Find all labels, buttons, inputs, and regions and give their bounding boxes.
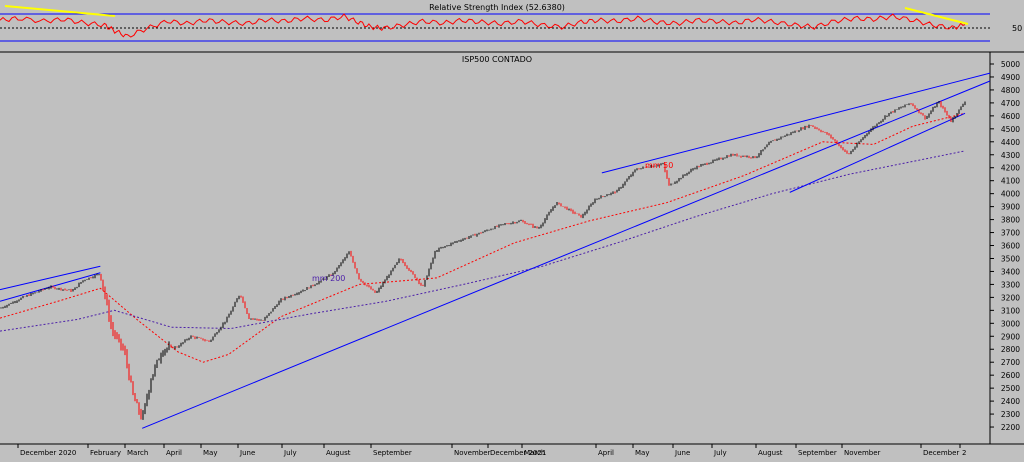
y-axis-ticks: 2200 2300 2400 2500 2600 2700 2800 2900 3000 3100… bbox=[990, 60, 1020, 432]
x-tick-label: April bbox=[598, 449, 614, 457]
trendlines bbox=[0, 72, 991, 429]
candlesticks bbox=[0, 100, 966, 420]
y-tick-label: 3500 bbox=[1001, 254, 1020, 263]
moving-averages bbox=[0, 112, 966, 363]
x-tick-label: November bbox=[844, 449, 881, 457]
trendline-4 bbox=[601, 79, 966, 174]
trendline-5 bbox=[789, 112, 966, 193]
trendline-2 bbox=[0, 265, 101, 291]
y-tick-label: 5000 bbox=[1001, 60, 1020, 69]
y-tick-label: 2500 bbox=[1001, 384, 1020, 393]
x-tick-label: September bbox=[373, 449, 412, 457]
rsi-divergence-left bbox=[4, 5, 116, 17]
y-tick-label: 2700 bbox=[1001, 358, 1020, 367]
x-tick-label: March bbox=[127, 449, 148, 457]
x-tick-label: November bbox=[454, 449, 491, 457]
y-tick-label: 3000 bbox=[1001, 319, 1020, 328]
y-tick-label: 4800 bbox=[1001, 86, 1020, 95]
x-tick-label: May bbox=[635, 449, 649, 457]
x-tick-label: March bbox=[524, 449, 545, 457]
y-tick-label: 4600 bbox=[1001, 112, 1020, 121]
x-tick-label: June bbox=[674, 449, 690, 457]
y-tick-label: 4400 bbox=[1001, 138, 1020, 147]
trendline-1-extension bbox=[964, 80, 991, 92]
y-tick-label: 3100 bbox=[1001, 306, 1020, 315]
trendline-1 bbox=[142, 90, 966, 429]
price-chart-title: ISP500 CONTADO bbox=[462, 55, 532, 64]
y-tick-label: 4100 bbox=[1001, 177, 1020, 186]
y-tick-label: 3800 bbox=[1001, 216, 1020, 225]
mm50-line bbox=[0, 112, 966, 363]
x-tick-label: August bbox=[326, 449, 351, 457]
y-tick-label: 4000 bbox=[1001, 190, 1020, 199]
rsi-title: Relative Strength Index (52.6380) bbox=[429, 3, 565, 12]
x-tick-label: June bbox=[239, 449, 255, 457]
x-tick-label: December bbox=[923, 449, 959, 457]
mm200-label: mm 200 bbox=[312, 274, 345, 283]
y-tick-label: 3600 bbox=[1001, 242, 1020, 251]
y-tick-label: 3300 bbox=[1001, 280, 1020, 289]
x-axis-ticks: December 2020 February March April May June Ju… bbox=[17, 444, 966, 457]
mm50-label: mm 50 bbox=[645, 161, 673, 170]
x-tick-label: December 2020 bbox=[20, 449, 76, 457]
x-tick-label: August bbox=[758, 449, 783, 457]
trendline-4-extension bbox=[964, 72, 991, 81]
mm200-line bbox=[0, 150, 966, 332]
rsi-tick-50: 50 bbox=[1012, 24, 1022, 33]
y-tick-label: 4700 bbox=[1001, 99, 1020, 108]
x-tick-label: April bbox=[166, 449, 182, 457]
rsi-divergence-right bbox=[904, 7, 969, 25]
y-tick-label: 4200 bbox=[1001, 164, 1020, 173]
y-tick-label: 2800 bbox=[1001, 345, 1020, 354]
x-tick-label: July bbox=[713, 449, 727, 457]
y-tick-label: 3900 bbox=[1001, 203, 1020, 212]
y-tick-label: 2200 bbox=[1001, 423, 1020, 432]
y-tick-label: 4900 bbox=[1001, 73, 1020, 82]
x-tick-label: February bbox=[90, 449, 121, 457]
y-tick-label: 3400 bbox=[1001, 267, 1020, 276]
rsi-line bbox=[0, 13, 966, 38]
rsi-panel: Relative Strength Index (52.6380) 50 bbox=[0, 3, 1022, 42]
y-tick-label: 2300 bbox=[1001, 410, 1020, 419]
y-tick-label: 4500 bbox=[1001, 125, 1020, 134]
y-tick-label: 3700 bbox=[1001, 229, 1020, 238]
x-tick-label: May bbox=[203, 449, 217, 457]
trendline-3 bbox=[0, 272, 101, 302]
y-tick-label: 3200 bbox=[1001, 293, 1020, 302]
y-tick-label: 4300 bbox=[1001, 151, 1020, 160]
x-tick-label: September bbox=[798, 449, 837, 457]
y-tick-label: 2400 bbox=[1001, 397, 1020, 406]
x-tick-label: 2 bbox=[962, 449, 966, 457]
y-tick-label: 2600 bbox=[1001, 371, 1020, 380]
x-tick-label: December 2021 bbox=[490, 449, 546, 457]
x-tick-label: July bbox=[283, 449, 297, 457]
y-tick-label: 2900 bbox=[1001, 332, 1020, 341]
